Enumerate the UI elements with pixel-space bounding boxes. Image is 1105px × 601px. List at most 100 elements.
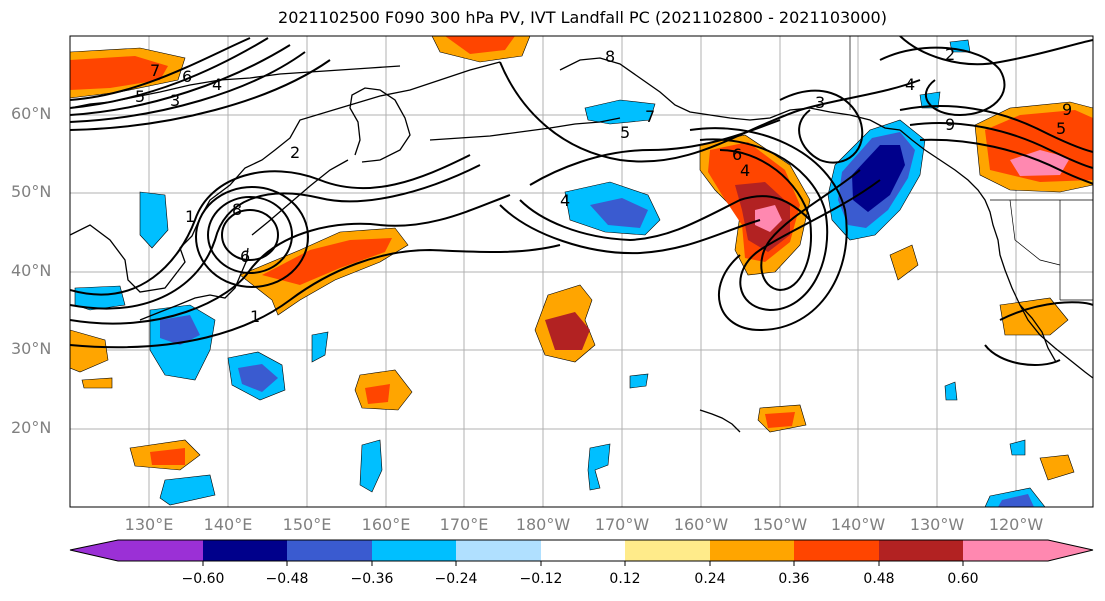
- hawaii: [699, 409, 741, 433]
- contour-label: 7: [150, 61, 160, 80]
- japan-coast: [139, 247, 249, 321]
- colorbar-tick-label: −0.24: [434, 571, 478, 587]
- longitude-label: 140°E: [203, 515, 253, 534]
- contour-label: 6: [732, 145, 742, 164]
- contour-labels: 7 6 5 4 3 2 1 8 6 1 4 5 7 8 6 4 4 3 9 2 …: [135, 45, 1072, 326]
- longitude-label: 170°E: [439, 515, 489, 534]
- positive-anomaly: [1010, 150, 1070, 176]
- contour-label: 1: [185, 207, 195, 226]
- positive-anomaly: [755, 205, 782, 232]
- longitude-label: 170°W: [594, 515, 650, 534]
- colorbar-segment: [710, 540, 794, 561]
- contour-label: 6: [240, 247, 250, 266]
- negative-anomaly: [1009, 439, 1026, 456]
- negative-anomaly: [587, 443, 611, 491]
- contour-label: 3: [170, 91, 180, 110]
- colorbar-segment: [794, 540, 879, 561]
- positive-anomaly: [70, 56, 168, 90]
- contour-label: 5: [135, 87, 145, 106]
- contour-label: 4: [212, 75, 222, 94]
- aleutian-chain: [429, 117, 621, 141]
- colorbar-segment: [118, 540, 203, 561]
- positive-anomaly: [889, 244, 919, 281]
- negative-anomaly: [629, 373, 649, 389]
- baja-coast: [1019, 304, 1057, 363]
- colorbar: [69, 539, 1094, 566]
- contour-label: 8: [605, 47, 615, 66]
- contour-label: 6: [182, 67, 192, 86]
- colorbar-outline: [69, 539, 1094, 562]
- longitude-label: 130°W: [909, 515, 965, 534]
- negative-anomaly: [311, 331, 329, 363]
- longitude-label: 160°W: [673, 515, 729, 534]
- contour-label: 7: [645, 107, 655, 126]
- negative-anomaly: [359, 439, 383, 493]
- negative-anomaly: [852, 145, 905, 212]
- colorbar-segment: [70, 540, 118, 561]
- contour-label: 4: [560, 191, 570, 210]
- contour-label: 9: [945, 115, 955, 134]
- contour-label: 2: [945, 45, 955, 64]
- colorbar-tick-label: −0.12: [519, 571, 563, 587]
- negative-anomaly: [584, 99, 656, 125]
- latitude-label: 40°N: [11, 261, 52, 280]
- latitude-label: 20°N: [11, 418, 52, 437]
- colorbar-tick-label: −0.36: [350, 571, 394, 587]
- latitude-label: 60°N: [11, 104, 52, 123]
- colorbar-tick-label: −0.60: [181, 571, 225, 587]
- colorbar-tick-label: 0.24: [694, 571, 726, 587]
- negative-anomaly: [998, 494, 1034, 507]
- positive-anomaly: [81, 377, 113, 389]
- longitude-label: 130°E: [124, 515, 174, 534]
- colorbar-segment: [879, 540, 963, 561]
- contour-label: 4: [905, 75, 915, 94]
- positive-anomaly: [70, 329, 109, 373]
- contour-label: 5: [620, 123, 630, 142]
- longitude-label: 120°W: [988, 515, 1044, 534]
- colorbar-tick-label: 0.60: [947, 571, 979, 587]
- bc-coast: [899, 129, 1093, 379]
- contour-label: 5: [1056, 119, 1066, 138]
- negative-anomaly: [159, 474, 216, 506]
- colorbar-segment: [456, 540, 541, 561]
- positive-anomaly: [262, 238, 392, 285]
- colorbar-segment: [1048, 540, 1093, 561]
- longitude-label: 180°W: [515, 515, 571, 534]
- alaska-coast: [559, 57, 901, 131]
- positive-anomaly: [765, 412, 795, 428]
- contour-label: 1: [250, 307, 260, 326]
- negative-anomaly: [74, 285, 126, 311]
- kuril-chain: [251, 159, 349, 236]
- map-frame: [69, 35, 1094, 508]
- colorbar-tick-label: −0.48: [265, 571, 309, 587]
- latitude-label: 50°N: [11, 182, 52, 201]
- pv-contours: [70, 36, 1093, 366]
- colorbar-tick-label: 0.12: [609, 571, 641, 587]
- negative-anomaly: [238, 364, 278, 392]
- contour-label: 3: [815, 93, 825, 112]
- positive-anomaly: [150, 448, 185, 465]
- negative-anomaly: [944, 381, 958, 401]
- pc-shading: [70, 36, 1093, 507]
- longitude-label: 150°W: [752, 515, 808, 534]
- colorbar-segment: [541, 540, 625, 561]
- borders: [849, 36, 1093, 301]
- colorbar-segment: [287, 540, 372, 561]
- map-title: 2021102500 F090 300 hPa PV, IVT Landfall…: [278, 8, 887, 27]
- contour-label: 4: [740, 161, 750, 180]
- colorbar-segment: [372, 540, 456, 561]
- negative-anomaly: [139, 191, 169, 249]
- positive-anomaly: [1039, 454, 1075, 481]
- asia-coast: [70, 61, 501, 293]
- longitude-label: 150°E: [282, 515, 332, 534]
- negative-anomaly: [160, 315, 200, 345]
- kamchatka-coast: [349, 87, 411, 163]
- longitude-label: 160°E: [361, 515, 411, 534]
- colorbar-segment: [963, 540, 1048, 561]
- negative-anomaly: [590, 198, 648, 228]
- latitude-label: 30°N: [11, 339, 52, 358]
- positive-anomaly: [445, 36, 515, 54]
- longitude-label: 140°W: [830, 515, 886, 534]
- positive-anomaly: [545, 312, 590, 350]
